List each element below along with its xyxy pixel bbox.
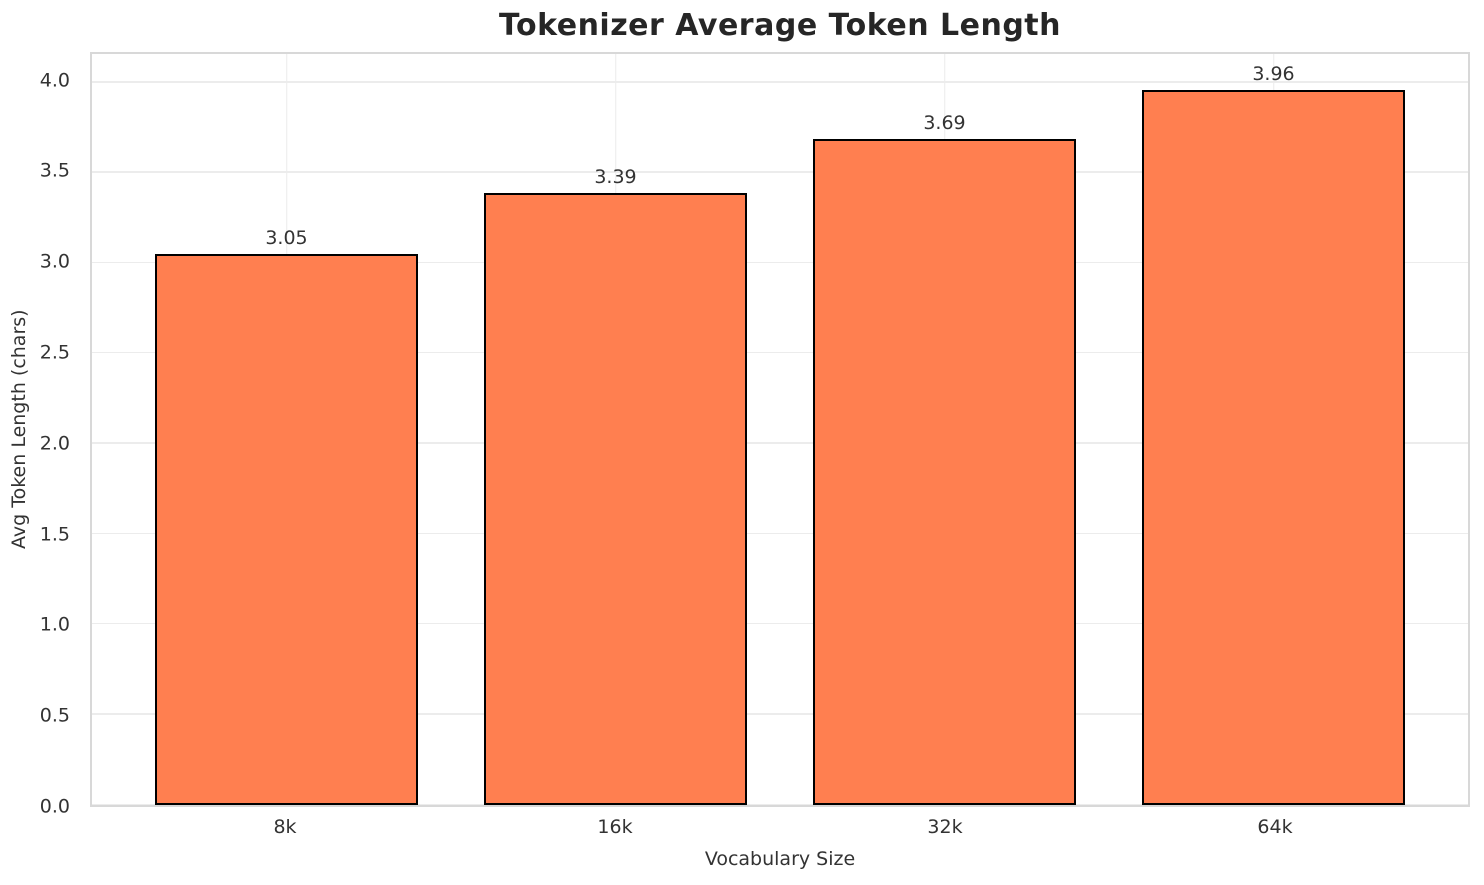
bar-value-label: 3.05: [265, 227, 308, 250]
bar-value-label: 3.69: [923, 111, 966, 134]
y-axis-label: Avg Token Length (chars): [8, 309, 30, 550]
bar-value-label: 3.96: [1252, 62, 1295, 85]
x-tick-label: 16k: [597, 816, 633, 838]
bars-layer: 3.05 3.39 3.69 3.96: [92, 54, 1468, 805]
bar-slot: 3.39: [451, 54, 780, 805]
y-tick-label: 3.0: [39, 250, 70, 273]
bar-32k: [812, 138, 1077, 805]
y-tick-label: 4.0: [39, 69, 70, 92]
y-tick-label: 0.5: [39, 704, 70, 727]
x-tick-label: 64k: [1257, 816, 1293, 838]
x-axis-tick-labels: 8k 16k 32k 64k: [90, 816, 1470, 838]
y-axis-tick-labels: 0.0 0.5 1.0 1.5 2.0 2.5 3.0 3.5 4.0: [0, 52, 80, 816]
bar-value-label: 3.39: [594, 165, 637, 188]
grid-line-h: [92, 803, 1468, 805]
grid-line-h: [92, 622, 1468, 625]
grid-line-h: [92, 351, 1468, 354]
y-tick-label: 3.5: [39, 159, 70, 182]
x-tick-label: 32k: [927, 816, 963, 838]
bar-slot: 3.96: [1109, 54, 1438, 805]
y-tick-label: 0.0: [39, 795, 70, 818]
grid-line-h: [92, 81, 1468, 83]
plot-area: 3.05 3.39 3.69 3.96: [90, 52, 1470, 807]
grid-line-h: [92, 171, 1468, 173]
x-axis-label: Vocabulary Size: [704, 848, 856, 870]
grid-line-h: [92, 261, 1468, 264]
bar-8k: [154, 254, 419, 805]
horizontal-gridlines-layer: [92, 54, 1468, 805]
y-tick-label: 2.5: [39, 341, 70, 364]
x-tick-label: 8k: [273, 816, 297, 838]
bar-slot: 3.69: [780, 54, 1109, 805]
y-tick-label: 1.0: [39, 613, 70, 636]
bar-slot: 3.05: [122, 54, 451, 805]
grid-line-h: [92, 713, 1468, 715]
bar-64k: [1141, 89, 1406, 805]
grid-line-h: [92, 532, 1468, 535]
y-tick-label: 1.5: [39, 523, 70, 546]
grid-line-h: [92, 442, 1468, 444]
y-tick-label: 2.0: [39, 432, 70, 455]
chart-title: Tokenizer Average Token Length: [498, 8, 1061, 43]
bar-16k: [483, 192, 748, 805]
